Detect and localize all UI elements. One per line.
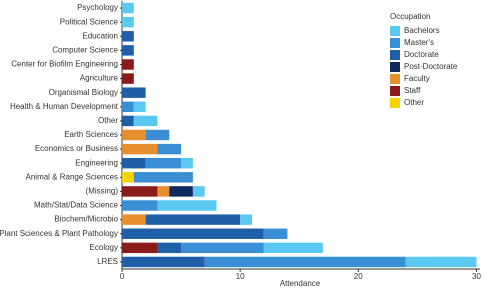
legend-label: Bachelors [404,26,440,35]
bar-segment [157,186,170,197]
y-tick-label: Economics or Business [35,144,118,153]
x-axis-title: Attendance [280,279,321,288]
legend-label: Other [404,98,424,107]
y-tick-label: Plant Sciences & Plant Pathology [0,229,118,238]
legend-swatch [390,26,400,36]
bar-segment [122,214,146,225]
bar-segment [122,87,146,98]
bar-segment [122,157,146,169]
bar-segment [122,16,134,28]
bar-segment [181,242,264,254]
bar-segment [122,31,134,42]
x-tick-label: 10 [236,272,245,281]
bar-segment [405,256,477,268]
bar-segment [145,129,170,141]
bar-segment [192,186,205,197]
y-tick-label: Earth Sciences [64,130,118,139]
bar-segment [169,186,193,197]
bar-segment [157,200,217,211]
y-tick-label: Computer Science [52,45,118,54]
x-tick-label: 20 [354,272,363,281]
y-tick-label: Center for Biofilm Engineering [11,60,118,69]
legend-swatch [390,86,400,96]
bar-segment [122,45,134,56]
bar-segment [122,200,158,211]
bar-segment [122,143,158,155]
bar-segment [122,242,158,254]
bar-segment [122,101,134,113]
bar-segment [122,73,134,84]
legend-label: Doctorate [404,50,439,59]
legend-label: Post-Doctorate [404,62,458,71]
y-tick-label: Engineering [75,158,118,167]
y-tick-label: Biochem/Microbio [54,215,118,224]
bar-segment [133,172,193,183]
bar-segment [122,256,205,268]
bar-segment [263,228,288,239]
legend-swatch [390,38,400,48]
x-tick-label: 30 [472,272,481,281]
bar-segment [181,157,193,169]
bar-segment [122,115,134,127]
legend-label: Master's [404,38,434,47]
bar-segment [204,256,406,268]
legend-swatch [390,50,400,60]
bar-segment [122,172,134,183]
y-tick-label: Math/Stat/Data Science [34,201,119,210]
bar-segment [122,228,264,239]
y-tick-label: Animal & Range Sciences [26,172,119,181]
bar-segment [122,59,134,70]
legend-label: Faculty [404,74,430,83]
bar-segment [133,101,146,113]
legend-swatch [390,74,400,84]
bar-segment [145,157,182,169]
bar-segment [145,214,241,225]
y-tick-label: Education [82,31,118,40]
bar-segment [122,2,134,14]
bar-segment [133,115,158,127]
x-tick-label: 0 [120,272,125,281]
y-tick-label: Ecology [90,243,118,252]
bar-segment [263,242,323,254]
bar-segment [240,214,252,225]
y-tick-label: Other [98,116,118,125]
bar-segment [122,186,158,197]
y-tick-label: Political Science [60,17,119,26]
y-tick-label: Organismal Biology [49,88,118,97]
bar-segment [157,143,182,155]
y-tick-label: Agriculture [80,74,119,83]
legend-title: Occupation [390,12,430,21]
y-tick-label: Health & Human Development [10,102,119,111]
bar-segment [157,242,182,254]
bar-segment [122,129,146,141]
y-tick-label: LRES [97,257,118,266]
legend-swatch [390,98,400,108]
y-tick-label: Psychology [77,3,118,12]
legend-swatch [390,62,400,72]
y-tick-label: (Missing) [86,187,119,196]
legend-label: Staff [404,86,421,95]
